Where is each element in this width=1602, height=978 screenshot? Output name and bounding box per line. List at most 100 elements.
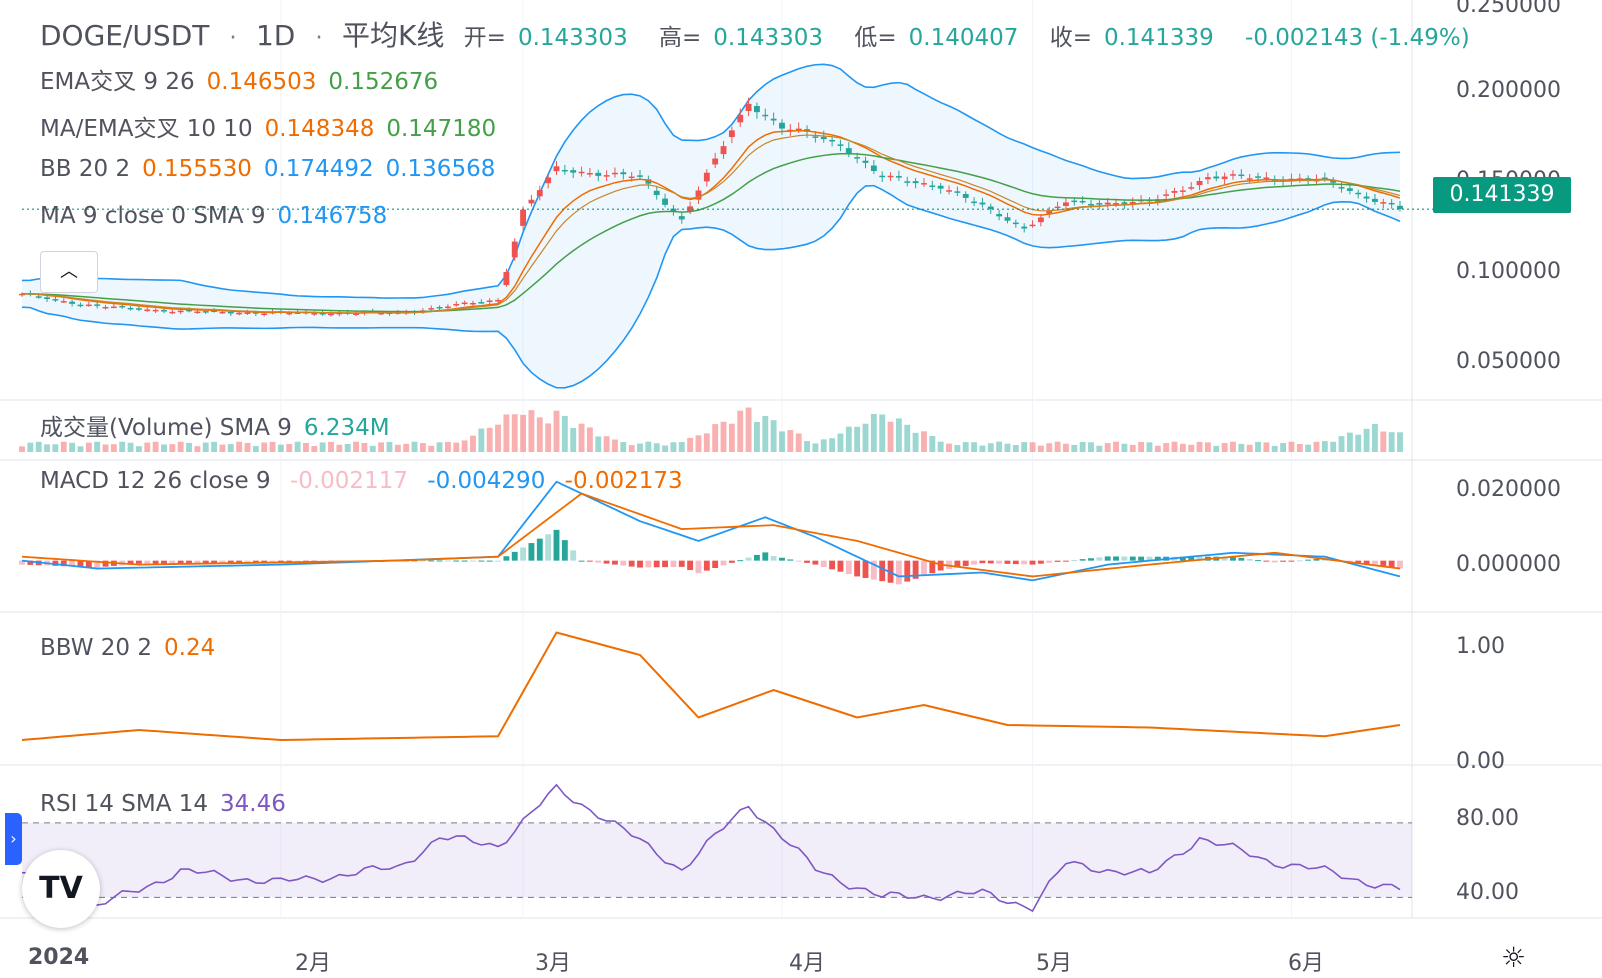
- volume-pane: [19, 407, 1403, 452]
- macd-histogram-bar: [1305, 559, 1312, 561]
- macd-histogram-bar: [152, 560, 159, 564]
- rsi-line: [21, 783, 1401, 913]
- candle-body: [1188, 187, 1195, 189]
- interval[interactable]: 1D: [255, 19, 296, 52]
- volume-bar: [444, 441, 451, 452]
- indicator-value: 0.146503: [206, 69, 317, 95]
- candle-body: [486, 300, 493, 302]
- volume-bar: [1388, 432, 1395, 452]
- volume-bar: [1372, 423, 1378, 452]
- candle-body: [812, 136, 819, 138]
- macd-axis-label: 0.000000: [1456, 552, 1561, 577]
- macd-histogram-bar: [804, 560, 810, 563]
- volume-bar: [1088, 442, 1094, 452]
- indicator-legend[interactable]: MA 9 close 0 SMA 9 0.146758: [40, 203, 399, 229]
- volume-bar: [520, 414, 527, 452]
- macd-histogram-bar: [779, 557, 785, 561]
- bbw-legend[interactable]: BBW 20 2 0.24: [40, 635, 216, 661]
- macd-histogram-bar: [1372, 560, 1378, 566]
- volume-bar: [921, 431, 927, 452]
- candle-body: [879, 175, 886, 178]
- macd-histogram-bar: [895, 560, 902, 585]
- candle-body: [887, 175, 894, 178]
- indicator-value: 0.174492: [263, 156, 374, 182]
- macd-histogram-bar: [879, 560, 886, 582]
- volume-bar: [478, 428, 485, 452]
- macd-histogram-bar: [94, 560, 101, 568]
- candle-body: [1012, 222, 1019, 225]
- macd-histogram-bar: [85, 560, 92, 568]
- candle-body: [219, 311, 226, 314]
- volume-bar: [503, 414, 510, 452]
- volume-bar: [403, 443, 410, 452]
- macd-histogram-bar: [678, 560, 685, 567]
- time-axis-label: 2024: [28, 945, 90, 970]
- macd-histogram-bar: [536, 538, 543, 561]
- ohlc-high: 高= 0.143303: [659, 25, 824, 51]
- macd-histogram-bar: [1138, 556, 1145, 561]
- indicator-legend[interactable]: BB 20 2 0.155530 0.174492 0.136568: [40, 156, 507, 182]
- rsi-legend[interactable]: RSI 14 SMA 14 34.46: [40, 791, 286, 817]
- indicator-legend[interactable]: MA/EMA交叉 10 10 0.148348 0.147180: [40, 109, 508, 143]
- candle-body: [1397, 205, 1403, 210]
- macd-histogram-bar: [962, 560, 969, 567]
- volume-bar: [177, 441, 184, 452]
- candle-body: [461, 302, 468, 305]
- volume-bar: [311, 445, 318, 452]
- volume-bar: [486, 427, 493, 452]
- candle-body: [904, 181, 911, 183]
- volume-bar: [1037, 445, 1044, 452]
- symbol-name[interactable]: DOGE/USDT: [40, 19, 210, 52]
- collapse-legend-button[interactable]: ︿: [40, 251, 98, 293]
- macd-histogram-bar: [77, 560, 84, 567]
- volume-legend[interactable]: 成交量(Volume) SMA 9 6.234M: [40, 415, 390, 441]
- macd-histogram-bar: [762, 552, 769, 561]
- candle-body: [1372, 198, 1378, 202]
- volume-bar: [553, 410, 560, 452]
- macd-histogram-bar: [1037, 560, 1044, 564]
- macd-histogram-bar: [829, 560, 836, 570]
- volume-bar: [319, 442, 326, 452]
- macd-histogram-bar: [52, 560, 59, 566]
- price-axis-label: 0.050000: [1456, 349, 1561, 374]
- gear-icon[interactable]: ☼: [1501, 941, 1527, 974]
- side-panel-toggle[interactable]: ›: [5, 813, 22, 865]
- candle-body: [687, 206, 694, 212]
- macd-legend[interactable]: MACD 12 26 close 9 -0.002117 -0.004290 -…: [40, 468, 683, 494]
- candle-body: [645, 179, 652, 184]
- candle-body: [754, 106, 760, 113]
- moving-average-lines: [21, 129, 1433, 314]
- candle-body: [854, 157, 861, 159]
- candle-body: [820, 136, 827, 140]
- tradingview-logo[interactable]: TV: [22, 850, 100, 928]
- macd-histogram-bar: [1346, 560, 1353, 562]
- candle-body: [545, 177, 552, 184]
- macd-histogram-bar: [595, 560, 602, 563]
- candle-body: [536, 190, 543, 197]
- candle-body: [135, 308, 142, 310]
- macd-histogram-bar: [570, 550, 577, 561]
- volume-bar: [1163, 443, 1170, 452]
- candle-body: [77, 304, 84, 307]
- volume-bar: [161, 444, 167, 452]
- macd-histogram-bar: [854, 560, 861, 577]
- candle-body: [194, 311, 201, 314]
- candle-body: [1088, 203, 1094, 206]
- candle-body: [127, 307, 134, 310]
- volume-bar: [1171, 441, 1178, 452]
- candle-body: [1079, 200, 1086, 203]
- volume-bar: [612, 439, 618, 452]
- volume-bar: [603, 436, 610, 452]
- candle-body: [862, 160, 869, 163]
- candle-body: [311, 313, 318, 315]
- candle-body: [612, 172, 618, 175]
- candle-body: [85, 304, 92, 307]
- candle-body: [1271, 179, 1278, 182]
- candle-body: [328, 313, 334, 316]
- macd-histogram-bar: [1230, 556, 1236, 561]
- indicator-value: 0.147180: [386, 116, 497, 142]
- indicator-legend[interactable]: EMA交叉 9 26 0.146503 0.152676: [40, 62, 450, 96]
- macd-histogram-bar: [1063, 560, 1069, 562]
- volume-bar: [720, 421, 727, 452]
